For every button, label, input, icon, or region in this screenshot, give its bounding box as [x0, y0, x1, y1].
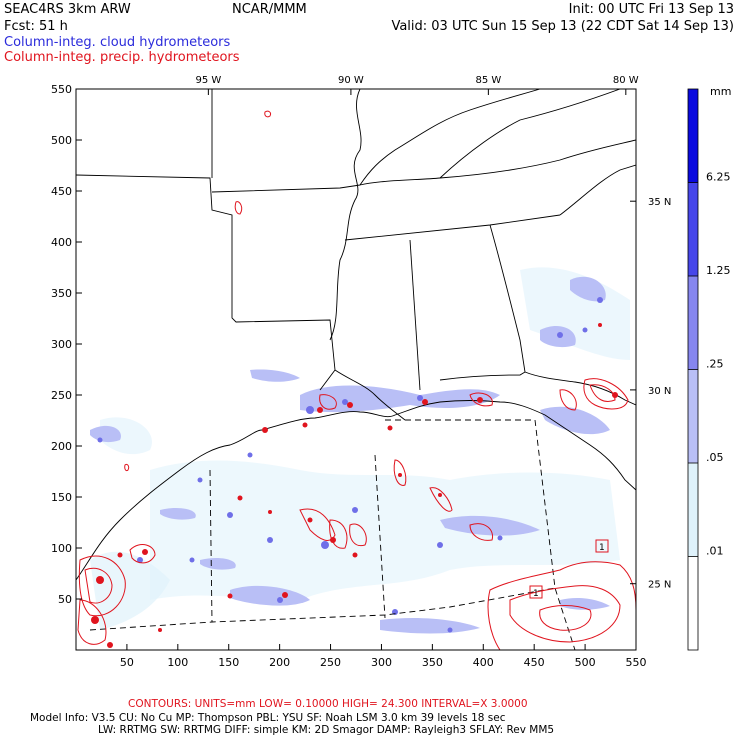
model-info-line1: Model Info: V3.5 CU: No Cu MP: Thompson … [30, 712, 506, 724]
colorbar-segment [688, 463, 698, 557]
y-tick-label: 450 [51, 185, 72, 198]
colorbar-label: 6.25 [706, 171, 731, 184]
colorbar-segment [688, 89, 698, 183]
colorbar-label: .05 [706, 451, 724, 464]
y-tick-label: 200 [51, 440, 72, 453]
domain-outline [89, 419, 576, 650]
colorbar-segment [688, 182, 698, 276]
y-tick-label: 400 [51, 236, 72, 249]
contour-label: 1 [533, 589, 539, 599]
precip-contours [77, 110, 636, 650]
cloud-field-label: Column-integ. cloud hydrometeors [4, 35, 231, 50]
x-axis: 50 100 150 200 250 300 350 400 450 500 550 [120, 644, 647, 669]
x-tick-label: 200 [269, 656, 290, 669]
colorbar-segment [688, 276, 698, 370]
y-tick-label: 500 [51, 134, 72, 147]
model-info-line2: LW: RRTMG SW: RRTMG DIFF: simple KM: 2D … [98, 724, 555, 736]
x-tick-label: 450 [524, 656, 545, 669]
colorbar-label: 1.25 [706, 264, 731, 277]
x-tick-label: 400 [473, 656, 494, 669]
colorbar-label: .01 [706, 545, 724, 558]
init-time: Init: 00 UTC Fri 13 Sep 13 [568, 2, 734, 17]
lat-label: 30 N [648, 386, 671, 397]
longitude-labels: 95 W 90 W 85 W 80 W [195, 75, 639, 95]
x-tick-label: 50 [120, 656, 134, 669]
colorbar: 6.25 1.25 .25 .05 .01 [687, 88, 731, 651]
lon-label: 95 W [195, 75, 221, 86]
project-label: SEAC4RS 3km ARW [4, 2, 131, 17]
colorbar-segment [688, 369, 698, 463]
precip-cores [91, 323, 618, 648]
forecast-hour: Fcst: 51 h [4, 19, 68, 34]
x-tick-label: 300 [371, 656, 392, 669]
precip-field-label: Column-integ. precip. hydrometeors [4, 50, 240, 65]
y-tick-label: 300 [51, 338, 72, 351]
lon-label: 85 W [475, 75, 501, 86]
lat-label: 25 N [648, 580, 671, 591]
x-tick-label: 500 [575, 656, 596, 669]
y-tick-label: 150 [51, 491, 72, 504]
latitude-labels: 35 N 30 N 25 N [630, 197, 671, 591]
plot-frame [75, 88, 637, 651]
colorbar-label: .25 [706, 358, 724, 371]
colorbar-segment [688, 556, 698, 650]
map-layers [76, 89, 636, 650]
x-tick-label: 150 [218, 656, 239, 669]
lon-label: 80 W [613, 75, 639, 86]
colorbar-unit: mm [710, 85, 731, 98]
contour-label: 1 [599, 543, 605, 553]
y-tick-label: 250 [51, 389, 72, 402]
x-tick-label: 550 [626, 656, 647, 669]
y-tick-label: 350 [51, 287, 72, 300]
y-tick-label: 550 [51, 83, 72, 96]
y-tick-label: 50 [58, 593, 72, 606]
center-label: NCAR/MMM [232, 2, 307, 17]
y-tick-label: 100 [51, 542, 72, 555]
geography-lines [76, 89, 636, 581]
lat-label: 35 N [648, 197, 671, 208]
cloud-hydrometeor-dark [97, 297, 603, 633]
valid-time: Valid: 03 UTC Sun 15 Sep 13 (22 CDT Sat … [391, 19, 734, 34]
lon-label: 90 W [338, 75, 364, 86]
y-axis: 50 100 150 200 250 300 350 400 450 500 550 [51, 83, 82, 606]
x-tick-label: 100 [167, 656, 188, 669]
x-tick-label: 250 [320, 656, 341, 669]
x-tick-label: 350 [422, 656, 443, 669]
contour-info: CONTOURS: UNITS=mm LOW= 0.10000 HIGH= 24… [128, 698, 528, 710]
